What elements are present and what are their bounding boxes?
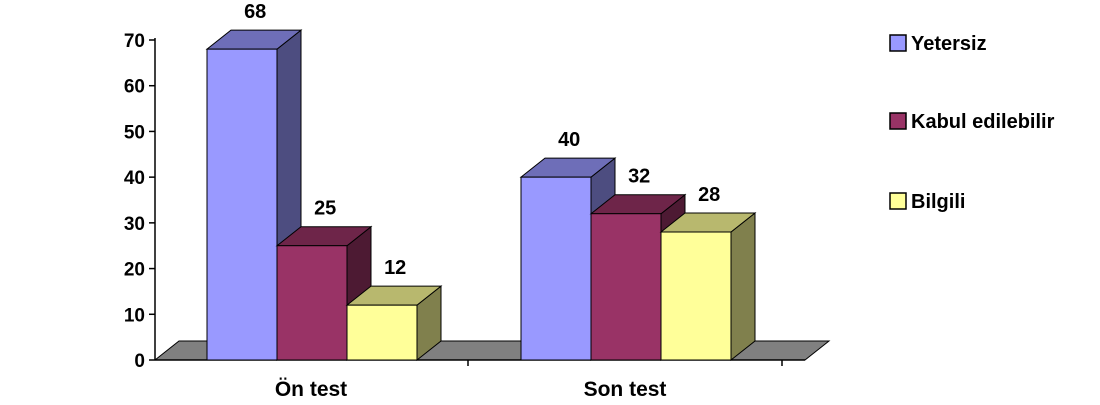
legend-swatch [889, 34, 907, 52]
y-tick-label: 0 [134, 351, 145, 372]
bar-side [730, 211, 756, 362]
y-tick-label: 50 [124, 122, 145, 143]
legend: Yetersiz Kabul edilebilir Bilgili [889, 33, 1055, 213]
bar-front [276, 245, 348, 361]
legend-label: Yetersiz [911, 33, 987, 55]
y-tick-label: 70 [124, 31, 145, 52]
data-label: 12 [384, 257, 406, 279]
x-category-label: Son test [584, 378, 667, 401]
y-tick-label: 30 [124, 214, 145, 235]
y-tick-label: 60 [124, 77, 145, 98]
y-tick-label: 20 [124, 260, 145, 281]
data-labels: 68 25 12 40 32 28 [244, 1, 720, 279]
bar-front [590, 213, 662, 361]
bar-front [346, 304, 418, 361]
bar [205, 29, 303, 362]
legend-swatch [889, 192, 907, 210]
bar [345, 285, 443, 362]
y-tick-label: 40 [124, 168, 145, 189]
data-label: 28 [698, 184, 720, 206]
legend-entry: Kabul edilebilir [889, 111, 1055, 133]
legend-entry: Bilgili [889, 191, 965, 213]
bars [205, 29, 757, 362]
legend-label: Kabul edilebilir [911, 111, 1055, 133]
legend-swatch [889, 112, 907, 130]
x-category-label: Ön test [275, 378, 347, 401]
bar-front [520, 176, 592, 361]
bar [659, 211, 757, 362]
legend-entry: Yetersiz [889, 33, 987, 55]
legend-label: Bilgili [911, 191, 965, 213]
bar-front [660, 231, 732, 361]
bar-front [206, 48, 278, 361]
y-tick-label: 10 [124, 305, 145, 326]
x-axis: Ön test Son test [275, 378, 667, 401]
data-label: 25 [314, 198, 336, 220]
data-label: 68 [244, 1, 266, 23]
data-label: 40 [558, 129, 580, 151]
data-label: 32 [628, 166, 650, 188]
